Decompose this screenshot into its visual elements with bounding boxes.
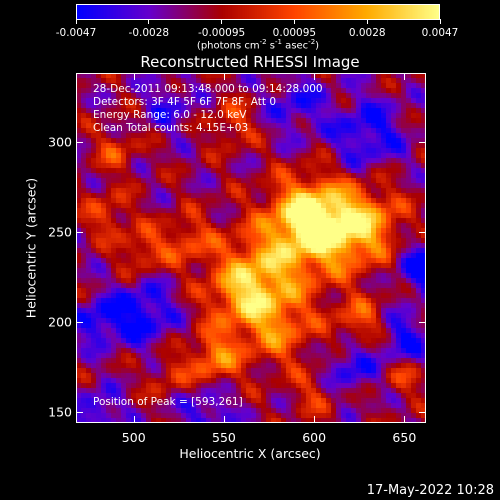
x-tick	[404, 73, 406, 80]
y-tick-label: 200	[48, 314, 72, 330]
colorbar-tick-label: -0.00095	[197, 27, 246, 39]
y-tick-label: 150	[48, 404, 72, 420]
footer-date: 17-May-2022 10:28	[366, 483, 494, 498]
y-tick-label: 250	[48, 224, 72, 240]
y-tick	[419, 231, 426, 233]
y-tick	[76, 231, 83, 233]
heatmap-image	[76, 73, 426, 423]
colorbar-tick	[366, 19, 368, 24]
chart-title: Reconstructed RHESSI Image	[140, 53, 360, 71]
y-axis-label: Heliocentric Y (arcsec)	[23, 177, 39, 319]
annotation-detectors: Detectors: 3F 4F 5F 6F 7F 8F, Att 0	[93, 96, 277, 108]
y-tick	[419, 412, 426, 414]
colorbar-unit: (photons cm-2 s-1 asec-2)	[196, 38, 320, 52]
y-tick	[76, 141, 83, 143]
annotation-clean: Clean Total counts: 4.15E+03	[93, 122, 249, 134]
colorbar-tick	[293, 19, 295, 24]
colorbar-tick-label: 0.0047	[421, 27, 459, 39]
colorbar	[76, 4, 440, 20]
colorbar-tick	[148, 19, 150, 24]
x-tick-label: 500	[121, 430, 146, 445]
colorbar-tick	[75, 19, 77, 24]
x-axis-label: Heliocentric X (arcsec)	[179, 446, 321, 461]
colorbar-tick-label: 0.00095	[272, 27, 317, 39]
y-tick	[419, 321, 426, 323]
x-tick	[314, 416, 316, 423]
annotation-energy: Energy Range: 6.0 - 12.0 keV	[93, 109, 247, 121]
annotation-peak: Position of Peak = [593,261]	[93, 396, 243, 408]
x-tick	[223, 416, 225, 423]
x-tick-label: 550	[212, 430, 236, 445]
annotation-time: 28-Dec-2011 09:13:48.000 to 09:14:28.000	[93, 83, 323, 95]
colorbar-tick	[221, 19, 223, 24]
colorbar-tick-label: 0.0028	[348, 27, 386, 39]
x-tick	[404, 416, 406, 423]
colorbar-tick-label: -0.0028	[128, 27, 170, 39]
x-tick	[133, 416, 135, 423]
colorbar-tick	[439, 19, 441, 24]
x-tick	[133, 73, 135, 80]
x-tick	[314, 73, 316, 80]
y-tick	[419, 141, 426, 143]
y-tick	[76, 412, 83, 414]
x-tick-label: 600	[302, 430, 327, 445]
y-tick	[76, 321, 83, 323]
y-tick-label: 300	[48, 134, 72, 150]
x-tick-label: 650	[392, 430, 417, 445]
x-tick	[223, 73, 225, 80]
colorbar-tick-label: -0.0047	[55, 27, 97, 39]
